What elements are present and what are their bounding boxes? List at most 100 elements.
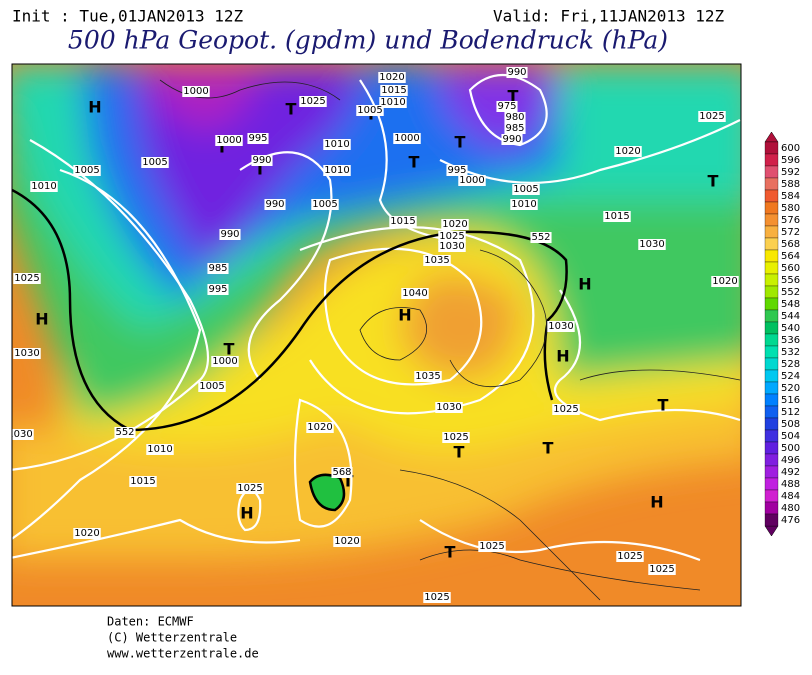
isobar-label: 985 [208,263,227,274]
colorbar-label: 512 [781,407,800,418]
colorbar-label: 540 [781,323,800,334]
isobar-label-bg [616,551,644,562]
isobar-label: 985 [505,123,524,134]
colorbar-swatch [764,381,779,395]
isobar-label: 990 [252,155,271,166]
isobar-label-bg [423,255,451,266]
isobar-label: 1000 [216,135,241,146]
isobar-label-bg [379,97,407,108]
isobar-label: 995 [248,133,267,144]
isobar-label-bg [311,199,339,210]
isobar-label: 1015 [390,216,415,227]
colorbar-swatch [764,369,779,383]
isobar-label: 1005 [142,157,167,168]
isobar-label: 1020 [334,536,359,547]
isobar-label: 1015 [604,211,629,222]
colorbar-label: 524 [781,371,800,382]
isobar-label: 1025 [237,483,262,494]
isobar-label: 1035 [415,371,440,382]
isobar-label-bg [446,165,468,176]
isobar-label: 1030 [7,429,32,440]
isobar-label-bg [501,134,523,145]
isobar-label: 1035 [424,255,449,266]
valid-time: Valid: Fri,11JAN2013 12Z [493,7,725,26]
low-marker: T [217,138,228,157]
isobar-label: 1025 [479,541,504,552]
isobar-label-bg [13,348,41,359]
isobar-label: 1000 [394,133,419,144]
isobar-label: 1005 [513,184,538,195]
isobar-label: 1025 [439,231,464,242]
isobar-label-bg [13,273,41,284]
isobar-label: 990 [507,67,526,78]
colorbar-swatch [764,465,779,479]
colorbar-swatch [764,285,779,299]
isobar-label-bg [323,165,351,176]
colorbar-swatch [764,177,779,191]
isobar-label-bg [264,199,286,210]
isobar-label-bg [438,241,466,252]
colorbar-label: 596 [781,155,800,166]
isobar-label: 1010 [147,444,172,455]
isobar-label: 1025 [300,96,325,107]
isobar-label-bg [393,133,421,144]
isobar-label: 1025 [424,592,449,603]
contour-label-bg [114,427,136,438]
isobar-label-bg [603,211,631,222]
colorbar-label: 504 [781,431,800,442]
isobar-label: 1015 [381,85,406,96]
colorbar-label: 532 [781,347,800,358]
isobar-label-bg [504,123,526,134]
isobar-label-bg [401,288,429,299]
colorbar-label: 600 [781,143,800,154]
isobar-label-bg [323,139,351,150]
colorbar-swatch [764,477,779,491]
isobar-label: 995 [208,284,227,295]
isobar-label: 1000 [459,175,484,186]
isobar-label-bg [506,67,528,78]
isobar-label-bg [211,356,239,367]
map: HHHHHHHTTTTTTTTTTTTTT1000100010051005101… [7,64,741,606]
low-marker: T [658,396,669,415]
colorbar-swatch [764,165,779,179]
colorbar-label: 572 [781,227,800,238]
low-marker: T [343,472,354,491]
isobar-label: 1025 [14,273,39,284]
colorbar-swatch [764,261,779,275]
isobar-label: 1020 [379,72,404,83]
colorbar-label: 480 [781,503,800,514]
isobar-label-bg [638,239,666,250]
low-marker: T [224,340,235,359]
isobar-label-bg [299,96,327,107]
colorbar-swatch [764,141,779,155]
isobar-label-bg [442,432,470,443]
isobar-label: 975 [497,101,516,112]
isobar-label-bg [389,216,417,227]
isobar-label: 1025 [553,404,578,415]
isobar-label: 1010 [324,139,349,150]
isobar-label: 1005 [199,381,224,392]
isobar-label-bg [435,402,463,413]
isobar-label: 995 [447,165,466,176]
isobar-label-bg [236,483,264,494]
isobar-label-bg [380,85,408,96]
colorbar-tip [764,131,779,143]
colorbar-swatch [764,333,779,347]
isobar-label-bg [378,72,406,83]
isobar-label-bg [141,157,169,168]
colorbar-swatch [764,453,779,467]
colorbar-label: 484 [781,491,800,502]
isobar-label: 1025 [443,432,468,443]
colorbar-label: 548 [781,299,800,310]
isobar-label: 1030 [548,321,573,332]
isobar-label: 1040 [402,288,427,299]
isobar-label-bg [438,231,466,242]
colorbar-swatch [764,513,779,527]
isobar-label-bg [215,135,243,146]
colorbar-label: 552 [781,287,800,298]
colorbar-label: 492 [781,467,800,478]
map-frame [11,63,742,607]
isobar-label: 990 [220,229,239,240]
isobar-label-bg [504,112,526,123]
isobar-label: 1005 [312,199,337,210]
